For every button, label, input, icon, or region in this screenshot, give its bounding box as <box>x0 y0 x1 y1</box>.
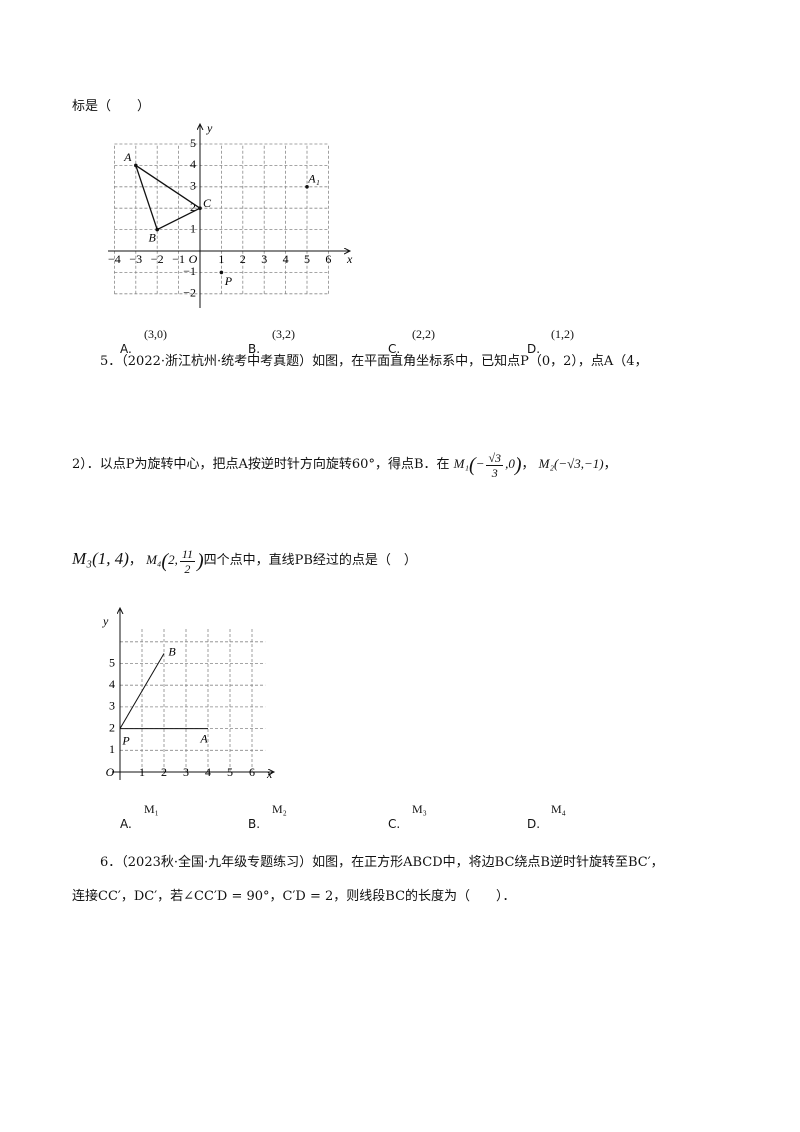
origin-label: O <box>106 765 115 779</box>
x-tick-label: 1 <box>218 252 224 266</box>
sep: ， <box>603 457 617 472</box>
option-text: (3,2) <box>272 327 295 341</box>
point <box>198 206 202 210</box>
x-tick-label: 5 <box>227 765 233 779</box>
x-tick-label: 3 <box>183 765 189 779</box>
m4-pre: 2, <box>168 552 178 567</box>
origin-label: O <box>189 252 198 266</box>
point-label: P <box>224 274 233 288</box>
option-letter: C. <box>388 817 401 831</box>
option-text: M₂ <box>272 802 287 816</box>
q5-line3: M₃(1, 4)， M₄(2, 11 2)四个点中，直线PB经过的点是（ ） <box>72 541 417 579</box>
point-label: B <box>168 644 176 658</box>
x-tick-label: −2 <box>151 252 164 266</box>
sep: ， <box>128 553 142 568</box>
q6-line1: 6．（2023秋·全国·九年级专题练习）如图，在正方形ABCD中，将边BC绕点B… <box>100 855 664 870</box>
m4-den: 2 <box>184 561 191 576</box>
m1: M₁(− √3 3,0) <box>453 450 522 480</box>
option-text: (1,2) <box>551 327 574 341</box>
q6-line2: 连接CC′，DC′，若∠CC′D = 90°，C′D = 2，则线段BC的长度为… <box>72 889 516 904</box>
y-tick-label: 5 <box>109 655 115 669</box>
y-tick-label: 4 <box>190 157 196 171</box>
option-letter: B. <box>248 342 261 356</box>
x-tick-label: −1 <box>172 252 185 266</box>
q5-line1: 5．（2022·浙江杭州·统考中考真题）如图，在平面直角坐标系中，已知点P（0，… <box>100 354 648 369</box>
y-tick-label: 1 <box>190 221 196 235</box>
point-label: A <box>199 731 208 745</box>
m4-name: M₄ <box>146 552 162 567</box>
option-text: M₄ <box>551 802 566 816</box>
x-tick-label: 4 <box>205 765 211 779</box>
m1-rest: ,0 <box>505 456 515 471</box>
y-tick-label: 4 <box>109 677 115 691</box>
x-tick-label: −4 <box>108 252 121 266</box>
option-letter: D. <box>527 817 541 831</box>
x-tick-label: 5 <box>304 252 310 266</box>
m1-sign: − <box>475 456 485 471</box>
point-label: A <box>123 150 132 164</box>
y-tick-label: 5 <box>190 136 196 150</box>
option-letter: A. <box>120 817 132 831</box>
x-tick-label: 3 <box>261 252 267 266</box>
m4-num: 11 <box>179 546 195 562</box>
m2: M₂(−√3,−1) <box>538 456 604 471</box>
y-axis-label: y <box>102 614 109 628</box>
point-label: P <box>121 733 130 747</box>
x-axis-label: x <box>346 252 353 266</box>
point-label: A₁ <box>307 172 320 186</box>
m1-den: 3 <box>491 465 498 480</box>
q4-tail: 标是（ ） <box>72 99 151 114</box>
m1-name: M₁ <box>453 456 470 471</box>
x-tick-label: 4 <box>283 252 289 266</box>
y-tick-label: −1 <box>183 264 196 278</box>
y-tick-label: −2 <box>183 286 196 300</box>
x-tick-label: 1 <box>139 765 145 779</box>
y-tick-label: 1 <box>109 742 115 756</box>
point <box>155 227 159 232</box>
option-letter: D. <box>527 342 541 356</box>
option-text: M₃ <box>412 802 427 816</box>
x-tick-label: 2 <box>161 765 167 779</box>
point-label: B <box>149 230 157 244</box>
x-axis-label: x <box>266 767 273 781</box>
option-text: (3,0) <box>144 327 167 341</box>
y-tick-label: 2 <box>190 200 196 214</box>
m1-num: √3 <box>486 450 504 466</box>
triangle <box>134 163 202 231</box>
y-tick-label: 2 <box>109 720 115 734</box>
point <box>134 163 138 168</box>
option-letter: C. <box>388 342 401 356</box>
segment-pb <box>119 653 165 729</box>
point-label: C <box>203 196 212 210</box>
m4: M₄(2, 11 2) <box>146 546 204 576</box>
x-tick-label: 6 <box>325 252 331 266</box>
point <box>219 270 224 275</box>
q5-line3-tail: 四个点中，直线PB经过的点是（ ） <box>203 553 417 568</box>
q5-line2-text: 2）．以点P为旋转中心，把点A按逆时针方向旋转60°，得点B．在 <box>72 457 450 472</box>
x-tick-label: −3 <box>129 252 142 266</box>
y-tick-label: 3 <box>190 179 196 193</box>
option-letter: B. <box>248 817 261 831</box>
option-text: M₁ <box>144 802 159 816</box>
option-text: (2,2) <box>412 327 435 341</box>
m3: M₃(1, 4) <box>72 549 129 568</box>
point <box>305 185 309 189</box>
sep: ， <box>521 457 535 472</box>
q5-line2: 2）．以点P为旋转中心，把点A按逆时针方向旋转60°，得点B．在 M₁(− √3 3… <box>72 446 617 483</box>
x-tick-label: 2 <box>240 252 246 266</box>
y-tick-label: 3 <box>109 699 115 713</box>
x-tick-label: 6 <box>249 765 255 779</box>
y-axis-label: y <box>206 121 213 135</box>
option-letter: A. <box>120 342 132 356</box>
